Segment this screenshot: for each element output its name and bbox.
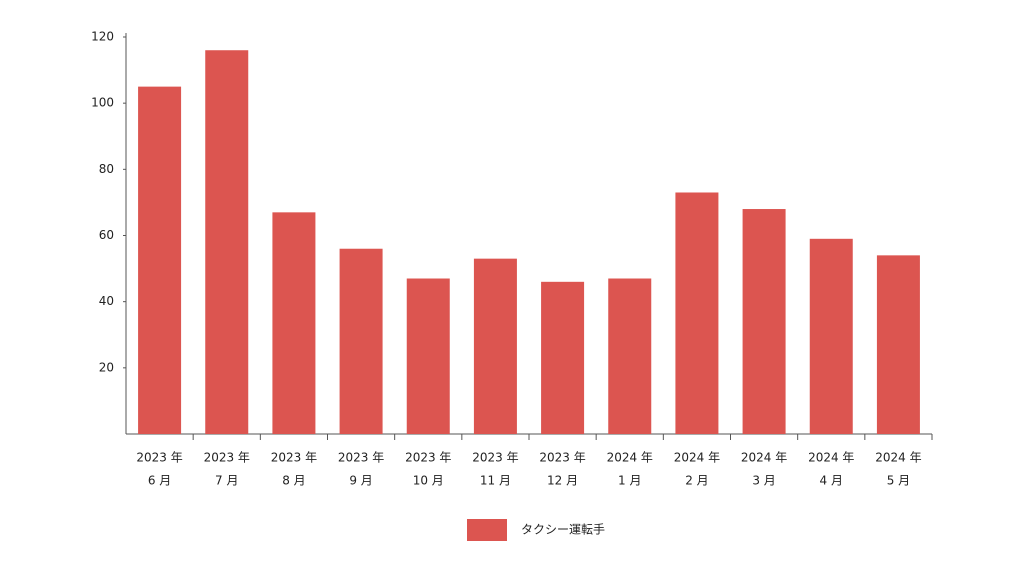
x-tick-label: 7 月 bbox=[215, 474, 238, 488]
bar bbox=[541, 281, 585, 434]
x-tick-label: 6 月 bbox=[148, 474, 171, 488]
x-tick-label: 1 月 bbox=[618, 474, 641, 488]
x-tick-label: 2024 年 bbox=[808, 451, 854, 465]
x-tick-label: 2023 年 bbox=[136, 451, 182, 465]
x-tick-label: 2023 年 bbox=[271, 451, 317, 465]
x-tick-label: 2024 年 bbox=[875, 451, 921, 465]
x-tick-label: 2023 年 bbox=[338, 451, 384, 465]
bar bbox=[138, 86, 182, 434]
legend-label: タクシー運転手 bbox=[521, 523, 605, 537]
y-tick-label: 40 bbox=[99, 294, 114, 308]
x-tick-label: 2023 年 bbox=[405, 451, 451, 465]
bar bbox=[876, 255, 920, 434]
bar bbox=[339, 248, 383, 434]
bar bbox=[675, 192, 719, 434]
y-tick-label: 100 bbox=[91, 96, 114, 110]
x-tick-label: 2023 年 bbox=[539, 451, 585, 465]
x-tick-label: 2023 年 bbox=[472, 451, 518, 465]
y-tick-label: 60 bbox=[99, 228, 114, 242]
x-tick-label: 11 月 bbox=[480, 474, 511, 488]
x-tick-label: 2 月 bbox=[685, 474, 708, 488]
x-tick-label: 2024 年 bbox=[741, 451, 787, 465]
bar bbox=[272, 212, 316, 434]
x-tick-label: 2024 年 bbox=[607, 451, 653, 465]
y-tick-label: 20 bbox=[99, 360, 114, 374]
legend-swatch bbox=[467, 519, 507, 541]
bar bbox=[205, 50, 249, 434]
bar bbox=[809, 238, 853, 434]
bar bbox=[608, 278, 652, 434]
bar bbox=[406, 278, 450, 434]
x-tick-label: 12 月 bbox=[547, 474, 578, 488]
x-tick-label: 8 月 bbox=[282, 474, 305, 488]
x-tick-label: 2024 年 bbox=[674, 451, 720, 465]
x-tick-label: 9 月 bbox=[349, 474, 372, 488]
y-tick-label: 80 bbox=[99, 162, 114, 176]
x-tick-label: 2023 年 bbox=[204, 451, 250, 465]
x-tick-label: 3 月 bbox=[752, 474, 775, 488]
bar bbox=[742, 209, 786, 434]
x-tick-label: 5 月 bbox=[887, 474, 910, 488]
x-tick-label: 4 月 bbox=[820, 474, 843, 488]
y-tick-label: 120 bbox=[91, 30, 114, 44]
x-tick-label: 10 月 bbox=[413, 474, 444, 488]
bar bbox=[473, 258, 517, 434]
